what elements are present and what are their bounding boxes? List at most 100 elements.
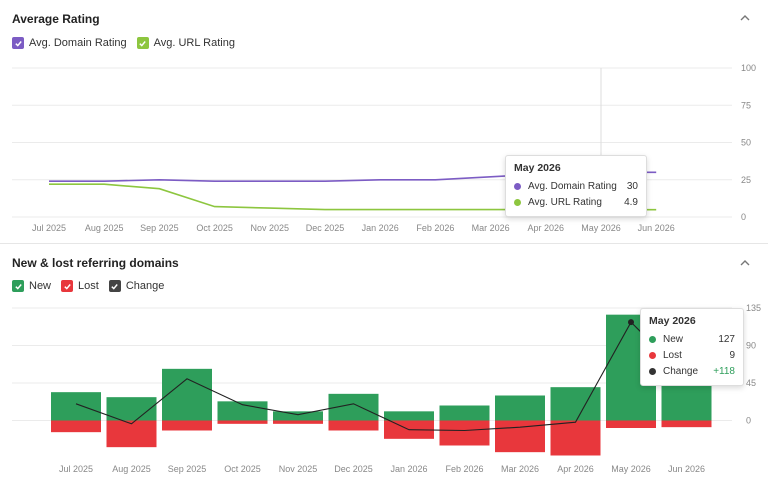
x-tick-label: Apr 2026 [528,223,565,233]
bar-lost [217,420,268,424]
bar-lost [550,420,601,456]
tooltip-row: Lost 9 [649,347,735,363]
y-tick-label: 0 [741,212,746,222]
x-tick-label: Dec 2025 [334,464,373,474]
checkbox-icon[interactable] [12,280,24,292]
x-tick-label: Feb 2026 [416,223,454,233]
x-tick-label: Oct 2025 [224,464,261,474]
bar-lost [328,420,379,431]
y-tick-label: 75 [741,100,751,110]
bar-new [51,392,101,421]
panel-title: Average Rating [12,12,100,26]
change-line [75,321,687,432]
bar-lost [439,420,490,446]
bar-lost [606,420,656,428]
x-tick-label: Jan 2026 [362,223,399,233]
y-tick-label: 135 [746,303,761,313]
change-point [628,319,634,326]
x-tick-label: Aug 2025 [85,223,124,233]
bar-new [106,397,157,421]
checkbox-icon[interactable] [108,280,121,292]
bar-new [162,368,212,421]
legend-item-url-rating[interactable]: Avg. URL Rating [136,37,235,49]
legend-item-lost[interactable]: Lost [61,280,99,292]
average-rating-chart: 100 75 50 25 0 Jul 2025 Aug 2025 Sep 2025 Oct 20… [12,63,756,233]
x-tick-label: Feb 2026 [445,464,483,474]
tooltip-title: May 2026 [649,315,696,327]
x-tick-label: Oct 2025 [196,223,233,233]
y-tick-label: 25 [741,175,751,185]
x-tick-label: Aug 2025 [112,464,151,474]
legend-label: Change [125,280,165,292]
panel-divider [0,243,768,244]
bar-new [217,401,268,421]
bar-new [550,387,601,421]
bar-new [273,411,323,421]
x-tick-label: Mar 2026 [472,223,510,233]
bar-lost [162,420,212,431]
x-tick-label: Jul 2025 [32,223,66,233]
x-tick-label: Jul 2025 [59,464,93,474]
chart-tooltip: May 2026 Avg. Domain Rating 30 Avg. URL … [505,155,647,217]
y-tick-label: 0 [746,416,751,426]
x-tick-label: Nov 2025 [279,464,318,474]
x-tick-label: Jun 2026 [638,223,675,233]
x-tick-label: Nov 2025 [251,223,290,233]
x-tick-label: Dec 2025 [306,223,345,233]
tooltip-title: May 2026 [514,162,561,174]
average-rating-panel: Average Rating Avg. Domain Rating Avg. U… [12,11,757,233]
y-tick-label: 45 [746,378,756,388]
legend-item-domain-rating[interactable]: Avg. Domain Rating [12,37,127,49]
bar-lost [106,420,157,448]
series-dot-icon [649,367,656,375]
chevron-up-icon[interactable] [738,256,752,270]
tooltip-value: 30 [626,180,638,192]
legend-label: New [29,280,52,292]
bar-new [439,405,490,421]
y-tick-label: 90 [746,341,756,351]
x-tick-label: Jan 2026 [390,464,427,474]
x-tick-label: May 2026 [611,464,651,474]
x-tick-label: Apr 2026 [557,464,594,474]
checkbox-icon[interactable] [136,37,149,49]
x-tick-label: Sep 2025 [168,464,207,474]
panel-title: New & lost referring domains [12,256,179,270]
tooltip-row: Avg. URL Rating 4.9 [514,194,638,210]
x-tick-label: Mar 2026 [501,464,539,474]
tooltip-row: New 127 [649,331,735,347]
series-dot-icon [514,198,521,206]
tooltip-value: 127 [718,333,735,345]
chart-legend: New Lost Change [12,280,164,292]
checkbox-icon[interactable] [12,37,24,49]
tooltip-label: New [663,333,684,345]
referring-domains-chart: 135 90 45 0 Jul 2025 Aug 2025 Sep 2025 Oct 2025… [12,303,761,474]
chart-legend: Avg. Domain Rating Avg. URL Rating [12,37,235,49]
tooltip-label: Change [663,365,699,377]
tooltip-value: 4.9 [624,196,638,208]
y-tick-label: 50 [741,138,751,148]
x-tick-label: Sep 2025 [140,223,179,233]
x-tick-label: Jun 2026 [668,464,705,474]
legend-item-change[interactable]: Change [108,280,165,292]
checkbox-icon[interactable] [61,280,74,292]
x-tick-label: May 2026 [581,223,621,233]
legend-label: Lost [78,280,99,292]
legend-item-new[interactable]: New [12,280,51,292]
tooltip-value: 9 [729,349,735,361]
chevron-up-icon[interactable] [738,11,752,25]
series-dot-icon [649,335,656,343]
legend-label: Avg. URL Rating [153,37,235,49]
series-dot-icon [649,351,656,359]
bar-lost [661,420,712,428]
tooltip-value: +118 [713,365,735,377]
tooltip-row: Avg. Domain Rating 30 [514,178,638,194]
tooltip-label: Avg. URL Rating [528,196,602,208]
legend-label: Avg. Domain Rating [29,37,127,49]
y-tick-label: 100 [741,63,756,73]
chart-tooltip: May 2026 New 127 Lost 9 Change +118 [640,308,744,386]
bar-new [495,395,545,421]
bar-lost [51,420,101,433]
series-dot-icon [514,182,521,190]
tooltip-label: Avg. Domain Rating [528,180,617,192]
bar-lost [273,420,323,424]
